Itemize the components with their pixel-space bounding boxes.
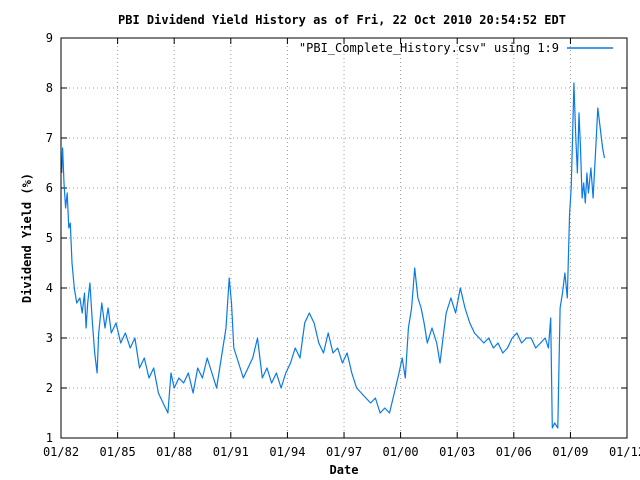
x-tick-label: 01/03 [439, 445, 475, 459]
x-tick-label: 01/06 [496, 445, 532, 459]
y-tick-label: 4 [46, 281, 53, 295]
chart-title: PBI Dividend Yield History as of Fri, 22… [118, 13, 566, 27]
y-tick-label: 8 [46, 81, 53, 95]
plot-frame [60, 37, 628, 439]
series-layer [61, 82, 606, 429]
y-tick-label: 1 [46, 431, 53, 445]
y-axis-label: Dividend Yield (%) [20, 173, 34, 303]
x-tick-label: 01/94 [269, 445, 305, 459]
legend: "PBI_Complete_History.csv" using 1:9 [299, 41, 613, 55]
y-tick-label: 2 [46, 381, 53, 395]
x-tick-label: 01/97 [326, 445, 362, 459]
x-tick-label: 01/09 [552, 445, 588, 459]
y-tick-label: 5 [46, 231, 53, 245]
grid-lines [61, 38, 627, 438]
y-tick-label: 9 [46, 31, 53, 45]
x-tick-label: 01/91 [213, 445, 249, 459]
legend-label: "PBI_Complete_History.csv" using 1:9 [299, 41, 559, 55]
axis-ticks: 1 2 3 4 5 6 7 8 9 01/82 01/85 01/88 01/91 01/94 01/97 0… [43, 31, 640, 459]
series-line [61, 82, 606, 429]
y-tick-label: 3 [46, 331, 53, 345]
x-tick-label: 01/88 [156, 445, 192, 459]
y-tick-label: 7 [46, 131, 53, 145]
x-tick-label: 01/12 [609, 445, 640, 459]
x-tick-label: 01/82 [43, 445, 79, 459]
x-tick-label: 01/85 [100, 445, 136, 459]
x-tick-label: 01/00 [383, 445, 419, 459]
x-axis-label: Date [330, 463, 359, 477]
y-tick-label: 6 [46, 181, 53, 195]
